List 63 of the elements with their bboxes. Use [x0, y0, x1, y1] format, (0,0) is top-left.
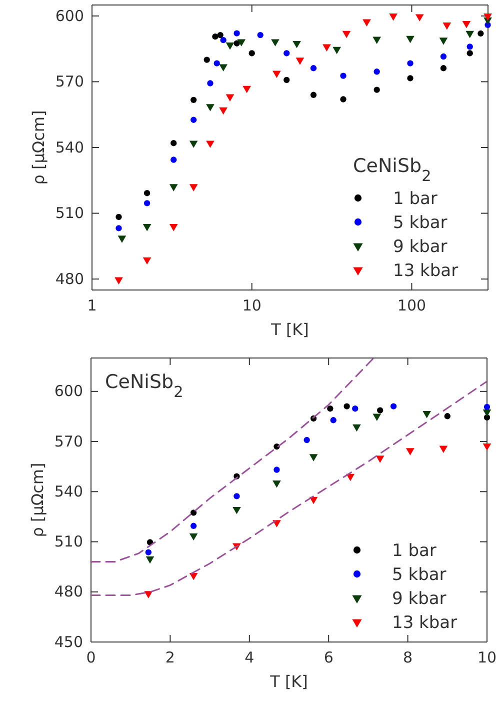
legend-label: 9 kbar: [392, 589, 446, 609]
y-tick-label: 480: [55, 270, 84, 288]
point: [304, 436, 310, 444]
point: [232, 506, 241, 514]
y-tick-label: 510: [54, 532, 83, 551]
legend-label: 9 kbar: [393, 237, 448, 257]
x-tick-label: 4: [244, 648, 254, 667]
x-tick-label: 6: [324, 648, 334, 667]
point: [274, 466, 280, 473]
point: [327, 406, 334, 412]
point: [406, 448, 414, 456]
point: [352, 406, 358, 412]
point: [422, 411, 431, 418]
y-tick-label: 480: [54, 582, 83, 601]
annotation: CeNiSb$_{2}$: [105, 371, 184, 401]
x-tick-label: 2: [165, 648, 175, 667]
legend-label: 5 kbar: [393, 213, 448, 233]
point: [372, 414, 382, 421]
x-tick-label: 10: [477, 648, 497, 667]
y-axis-title: ρ [μΩcm]: [28, 462, 47, 538]
point: [189, 572, 198, 580]
x-axis-title: T [K]: [269, 672, 308, 691]
point: [482, 443, 492, 451]
legend-label: 13 kbar: [393, 261, 458, 281]
y-tick-label: 510: [55, 204, 84, 222]
y-tick-label: 570: [55, 72, 84, 91]
point: [189, 533, 198, 541]
legend-title: CeNiSb$_{2}$: [353, 155, 432, 185]
point: [234, 493, 240, 500]
point: [352, 424, 361, 432]
legend-label: 1 bar: [392, 541, 436, 561]
point: [444, 413, 450, 420]
x-axis-title: T [K]: [270, 320, 309, 339]
legend-label: 13 kbar: [392, 613, 458, 633]
line-series: [91, 358, 374, 563]
y-tick-label: 540: [54, 482, 83, 500]
point: [376, 407, 384, 414]
point: [145, 549, 152, 556]
y-tick-label: 450: [54, 632, 83, 651]
y-tick-label: 570: [54, 432, 83, 450]
legend-label: 5 kbar: [392, 565, 446, 585]
point: [484, 404, 490, 410]
point: [190, 522, 197, 529]
x-tick-label: 10: [242, 296, 262, 315]
point: [309, 454, 318, 462]
point: [146, 556, 154, 564]
x-tick-label: 1: [87, 296, 97, 315]
legend-label: 1 bar: [393, 189, 438, 209]
point: [190, 510, 197, 516]
y-tick-label: 600: [55, 6, 84, 25]
y-axis-title: ρ [μΩcm]: [29, 110, 48, 185]
y-tick-label: 600: [54, 382, 83, 400]
x-tick-label: 8: [403, 648, 413, 667]
point: [376, 456, 384, 463]
y-tick-label: 540: [55, 138, 84, 156]
point: [272, 480, 281, 488]
point: [390, 403, 397, 410]
x-tick-label: 0: [86, 648, 96, 667]
point: [344, 403, 350, 410]
x-tick-label: 100: [397, 296, 426, 315]
point: [482, 410, 492, 417]
point: [330, 417, 336, 424]
point: [439, 446, 448, 454]
